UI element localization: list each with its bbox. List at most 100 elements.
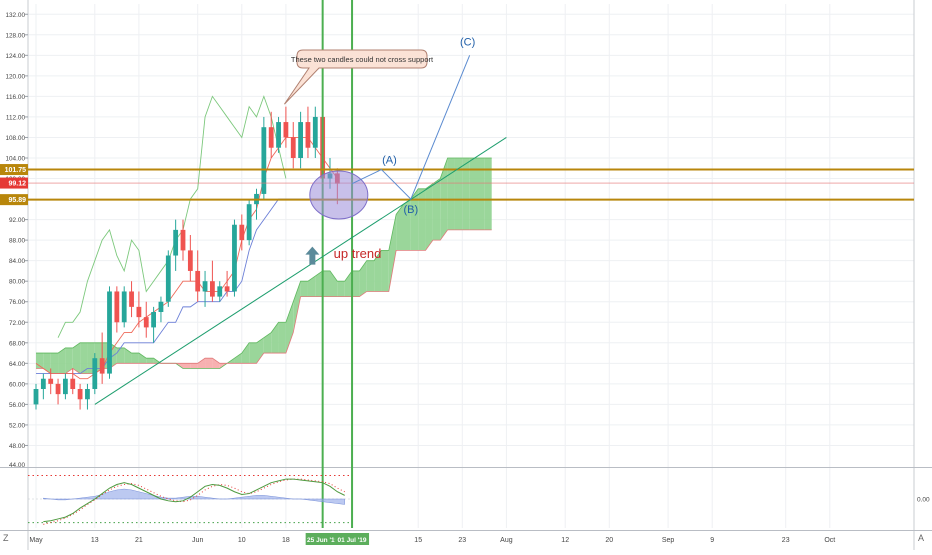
cloud-segment [285,301,294,354]
cloud-segment [138,353,147,364]
candle-body [151,312,156,328]
callout-text: These two candles could not cross suppor… [291,55,434,64]
y-tick-label: 80.00 [9,279,25,286]
cloud-segment [116,347,125,364]
candle-body [165,255,171,302]
candle-body [298,122,303,158]
candle-body [70,378,76,389]
price-axis: 48.00 52.00 56.00 60.00 64.00 68.00 72.00 76.00… [0,12,28,469]
candle-body [305,122,311,148]
z-icon[interactable]: Z [3,533,9,543]
candle-body [202,281,208,292]
senkou-a-line [36,157,492,369]
x-highlight-label: 25 Jun '19 [307,537,339,544]
cloud-segment [462,158,470,230]
y-tick-label: 128.00 [5,32,25,39]
cloud-segment [263,332,272,354]
x-tick-label: 10 [238,537,246,544]
osc-main-line [43,478,345,523]
wave-label: (C) [460,36,475,48]
auto-scale-icon[interactable]: A [918,533,924,543]
candle-body [99,358,105,374]
cloud-segment [418,188,426,251]
y-tick-label: 92.00 [9,217,25,224]
osc-axis-label: 0.00 [917,497,930,504]
candle-body [187,250,193,271]
candle-body [173,229,179,256]
candle-body [261,127,267,194]
candle-body [85,389,90,400]
candle-body [55,383,61,395]
cloud-segment [293,281,301,333]
ichimoku-cloud [36,157,492,374]
cloud-segment [396,204,404,251]
candle-body [92,358,98,389]
drawings: (A) (B) (C) [28,0,914,528]
candle-body [246,204,252,241]
cloud-segment [425,183,433,251]
candle-body [180,229,186,251]
elliott-path [351,55,471,200]
y-tick-label: 68.00 [9,340,25,347]
cloud-segment [410,188,419,251]
x-tick-label: May [29,537,43,544]
x-highlight-label: 01 Jul '19 [338,537,367,544]
candle-body [268,127,274,148]
x-tick-label: 21 [135,537,143,544]
cloud-segment [403,199,411,251]
candle-body [63,378,68,395]
cloud-segment [374,250,382,292]
cloud-segment [58,347,66,374]
candle-body [290,137,296,158]
cloud-segment [432,178,441,241]
y-tick-label: 60.00 [9,381,25,388]
cloud-segment [352,270,360,297]
cloud-segment [249,342,257,364]
cloud-segment [322,270,330,297]
cloud-segment [256,337,264,364]
cloud-segment [72,342,81,374]
last-price-label: 99.12 [8,181,26,188]
cloud-segment [131,353,139,364]
cloud-segment [454,158,463,230]
candle-body [33,389,39,405]
cloud-segment [183,363,191,369]
cloud-segment [241,342,250,364]
x-tick-label: 12 [561,537,569,544]
candle-body [121,291,127,323]
cloud-segment [477,158,485,230]
cloud-segment [337,281,345,297]
level-badge [0,164,28,176]
cloud-segment [234,353,242,364]
candle-body [224,286,230,292]
cloud-segment [205,358,213,369]
candle-body [217,286,223,297]
cloud-segment [65,347,73,374]
last-price-badge [0,177,28,189]
cloud-segment [388,214,397,292]
candle-body [48,378,54,384]
y-tick-label: 72.00 [9,320,25,327]
cloud-segment [278,322,286,354]
cloud-segment [344,270,353,297]
y-tick-label: 84.00 [9,258,25,265]
cloud-segment [366,260,375,292]
x-tick-label: 18 [282,537,290,544]
cloud-segment [50,353,59,374]
cloud-segment [469,158,477,230]
callout: These two candles could not cross suppor… [284,49,434,105]
candle-body [283,122,289,138]
candle-body [114,291,120,323]
cloud-segment [190,363,198,369]
x-tick-label: 13 [91,537,99,544]
trend-line [94,137,507,405]
x-tick-label: 20 [605,537,613,544]
x-tick-label: Oct [824,537,835,544]
candle-body [143,317,149,328]
candle-body [136,306,142,318]
x-highlight-badge [335,533,370,545]
y-tick-label: 120.00 [5,73,25,80]
wave-label: (A) [382,155,397,167]
cloud-segment [197,358,206,369]
support-ellipse [309,170,369,220]
